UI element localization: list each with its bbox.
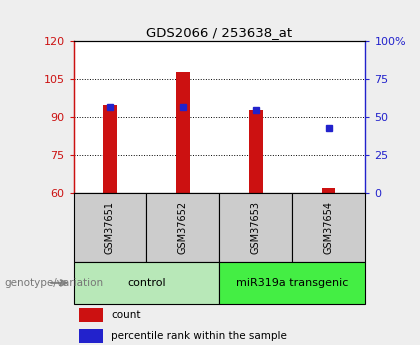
Bar [79,308,103,323]
Title: GDS2066 / 253638_at: GDS2066 / 253638_at [147,26,292,39]
Text: GSM37652: GSM37652 [178,201,188,254]
Bar [322,188,336,193]
Bar [74,262,220,304]
Bar [176,72,189,193]
Text: count: count [111,310,141,320]
Text: miR319a transgenic: miR319a transgenic [236,278,349,288]
Bar [292,193,365,262]
Bar [249,110,262,193]
Text: GSM37654: GSM37654 [324,201,334,254]
Text: control: control [127,278,166,288]
Text: GSM37653: GSM37653 [251,201,261,254]
Text: percentile rank within the sample: percentile rank within the sample [111,331,287,341]
Bar [103,105,117,193]
Text: GSM37651: GSM37651 [105,201,115,254]
Bar [79,329,103,343]
Bar [74,193,147,262]
Text: genotype/variation: genotype/variation [4,278,103,288]
Bar [147,193,220,262]
Bar [220,193,292,262]
Bar [220,262,365,304]
